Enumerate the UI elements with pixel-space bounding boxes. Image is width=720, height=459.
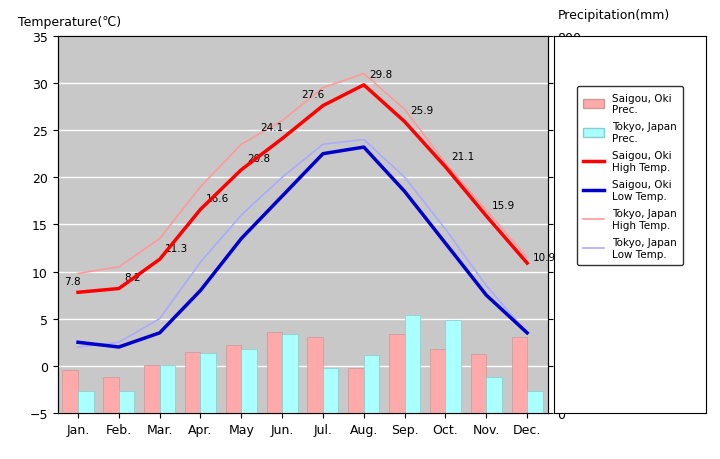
Text: Temperature(℃): Temperature(℃) — [19, 16, 122, 29]
Bar — [63, 370, 78, 413]
Text: 20.8: 20.8 — [247, 154, 270, 164]
Bar — [512, 337, 527, 413]
Bar — [348, 369, 364, 413]
Bar — [241, 350, 257, 413]
Text: Precipitation(mm): Precipitation(mm) — [557, 9, 670, 22]
Text: 10.9: 10.9 — [533, 253, 556, 263]
Bar — [200, 353, 216, 413]
Bar — [364, 355, 379, 413]
Bar — [446, 320, 461, 413]
Text: 15.9: 15.9 — [492, 200, 515, 210]
Bar — [160, 365, 175, 413]
Legend: Saigou, Oki
Prec., Tokyo, Japan
Prec., Saigou, Oki
High Temp., Saigou, Oki
Low T: Saigou, Oki Prec., Tokyo, Japan Prec., S… — [577, 87, 683, 265]
Text: 29.8: 29.8 — [369, 69, 392, 79]
Bar — [104, 377, 119, 413]
Text: 11.3: 11.3 — [165, 243, 189, 253]
Bar — [405, 315, 420, 413]
Text: 16.6: 16.6 — [206, 194, 229, 203]
Bar — [471, 354, 486, 413]
Text: 7.8: 7.8 — [64, 276, 81, 286]
Bar — [527, 392, 543, 413]
Bar — [486, 377, 502, 413]
Bar — [78, 392, 94, 413]
Bar — [430, 350, 446, 413]
Bar — [282, 334, 297, 413]
Bar — [144, 365, 160, 413]
Text: 27.6: 27.6 — [301, 90, 324, 100]
Text: 8.2: 8.2 — [125, 273, 141, 283]
Text: 25.9: 25.9 — [410, 106, 433, 116]
Bar — [389, 334, 405, 413]
Bar — [119, 392, 135, 413]
Bar — [185, 352, 200, 413]
Text: 21.1: 21.1 — [451, 151, 474, 161]
Bar — [266, 332, 282, 413]
Bar — [307, 337, 323, 413]
Bar — [323, 369, 338, 413]
Text: 24.1: 24.1 — [260, 123, 283, 133]
Bar — [226, 345, 241, 413]
